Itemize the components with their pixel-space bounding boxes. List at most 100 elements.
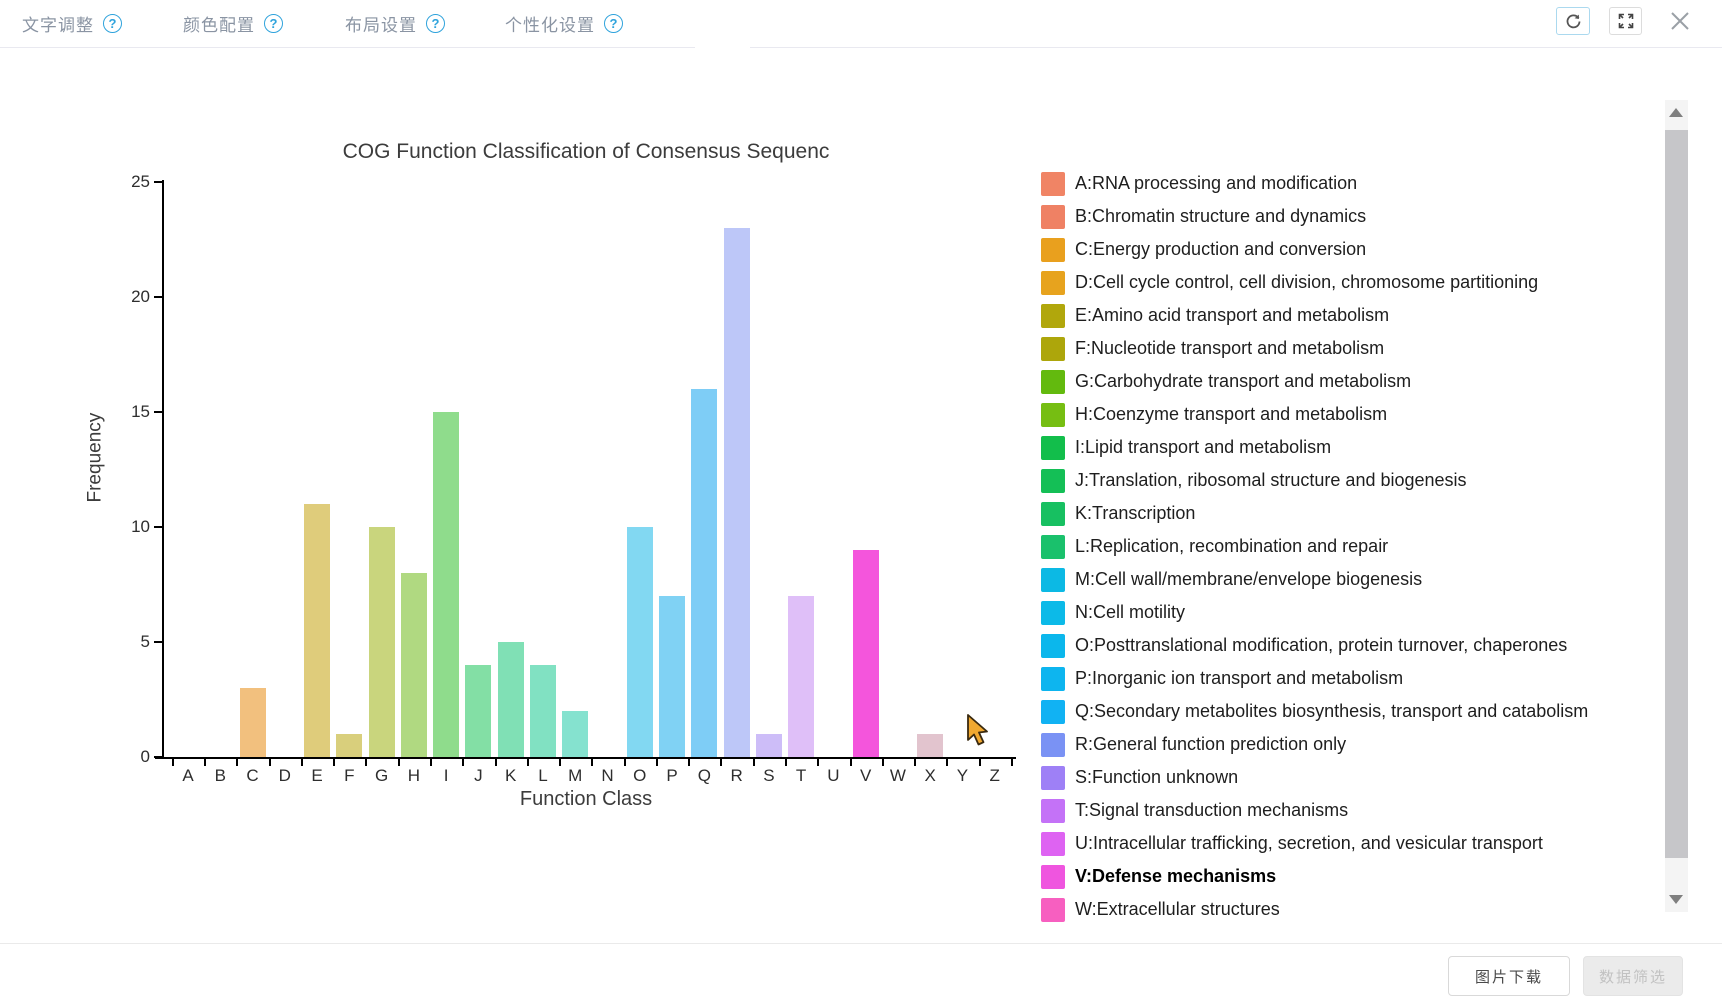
close-button[interactable]: [1666, 8, 1694, 34]
data-filter-button[interactable]: 数据筛选: [1583, 956, 1683, 996]
x-tick-label: T: [795, 766, 807, 785]
y-tick-mark: [154, 756, 162, 758]
bar-X[interactable]: [917, 734, 944, 757]
tab-color-config[interactable]: 颜色配置 ?: [183, 11, 283, 36]
close-icon: [1671, 12, 1689, 30]
x-tick-mark: [559, 759, 562, 766]
fullscreen-button[interactable]: [1609, 7, 1642, 35]
legend-item-O[interactable]: O:Posttranslational modification, protei…: [1041, 629, 1588, 662]
legend-item-L[interactable]: L:Replication, recombination and repair: [1041, 530, 1588, 563]
bar-R[interactable]: [723, 228, 750, 757]
bar-G[interactable]: [368, 527, 395, 757]
bar-H[interactable]: [400, 573, 427, 757]
legend-swatch-P: [1041, 666, 1065, 691]
download-image-button[interactable]: 图片下载: [1448, 956, 1570, 996]
legend-swatch-M: [1041, 567, 1065, 592]
bar-C[interactable]: [239, 688, 266, 757]
legend-label: W:Extracellular structures: [1075, 899, 1280, 919]
help-icon[interactable]: ?: [604, 14, 623, 33]
y-axis-label: Frequency: [84, 412, 106, 503]
legend-item-K[interactable]: K:Transcription: [1041, 497, 1588, 530]
x-tick-mark: [204, 759, 207, 766]
chart-legend: A:RNA processing and modification B:Chrom…: [1041, 167, 1588, 926]
bar-P[interactable]: [659, 596, 686, 757]
bar-F[interactable]: [336, 734, 363, 757]
legend-label: D:Cell cycle control, cell division, chr…: [1075, 272, 1539, 292]
legend-label: F:Nucleotide transport and metabolism: [1075, 338, 1385, 358]
x-tick-mark: [300, 759, 303, 766]
bar-I[interactable]: [433, 412, 460, 757]
legend-item-P[interactable]: P:Inorganic ion transport and metabolism: [1041, 662, 1588, 695]
bar-S[interactable]: [755, 734, 782, 757]
legend-item-H[interactable]: H:Coenzyme transport and metabolism: [1041, 398, 1588, 431]
legend-swatch-D: [1041, 270, 1065, 295]
scroll-down-icon[interactable]: [1669, 895, 1683, 904]
legend-item-U[interactable]: U:Intracellular trafficking, secretion, …: [1041, 827, 1588, 860]
bar-K[interactable]: [497, 642, 524, 757]
legend-item-R[interactable]: R:General function prediction only: [1041, 728, 1588, 761]
x-tick-mark: [397, 759, 400, 766]
legend-label: E:Amino acid transport and metabolism: [1075, 305, 1390, 325]
legend-item-B[interactable]: B:Chromatin structure and dynamics: [1041, 200, 1588, 233]
legend-item-J[interactable]: J:Translation, ribosomal structure and b…: [1041, 464, 1588, 497]
legend-item-W[interactable]: W:Extracellular structures: [1041, 893, 1588, 926]
x-tick-label: L: [538, 766, 548, 785]
footer-divider: [0, 943, 1722, 944]
help-icon[interactable]: ?: [426, 14, 445, 33]
legend-swatch-G: [1041, 369, 1065, 394]
refresh-button[interactable]: [1556, 7, 1590, 35]
y-tick-mark: [154, 641, 162, 643]
x-tick-mark: [236, 759, 239, 766]
y-tick-label: 25: [131, 172, 150, 191]
help-icon[interactable]: ?: [103, 14, 122, 33]
legend-item-M[interactable]: M:Cell wall/membrane/envelope biogenesis: [1041, 563, 1588, 596]
legend-item-I[interactable]: I:Lipid transport and metabolism: [1041, 431, 1588, 464]
bar-Q[interactable]: [691, 389, 718, 757]
legend-item-V[interactable]: V:Defense mechanisms: [1041, 860, 1588, 893]
bar-L[interactable]: [529, 665, 556, 757]
legend-label: J:Translation, ribosomal structure and b…: [1075, 470, 1467, 490]
legend-item-T[interactable]: T:Signal transduction mechanisms: [1041, 794, 1588, 827]
legend-label: C:Energy production and conversion: [1075, 239, 1367, 259]
legend-item-N[interactable]: N:Cell motility: [1041, 596, 1588, 629]
legend-label: L:Replication, recombination and repair: [1075, 536, 1389, 556]
x-tick-label: U: [827, 766, 840, 785]
tab-text-adjustment[interactable]: 文字调整 ?: [22, 11, 122, 36]
tab-label: 布局设置: [345, 16, 417, 35]
legend-swatch-C: [1041, 237, 1065, 262]
legend-scrollbar[interactable]: [1665, 100, 1688, 912]
legend-item-C[interactable]: C:Energy production and conversion: [1041, 233, 1588, 266]
legend-item-F[interactable]: F:Nucleotide transport and metabolism: [1041, 332, 1588, 365]
x-tick-label: H: [407, 766, 421, 785]
x-tick-mark: [881, 759, 884, 766]
legend-swatch-Q: [1041, 699, 1065, 724]
scrollbar-thumb[interactable]: [1665, 130, 1688, 858]
bar-O[interactable]: [626, 527, 653, 757]
legend-item-Q[interactable]: Q:Secondary metabolites biosynthesis, tr…: [1041, 695, 1588, 728]
legend-swatch-E: [1041, 303, 1065, 328]
x-tick-label: Z: [989, 766, 1000, 785]
x-tick-mark: [720, 759, 723, 766]
x-tick-mark: [752, 759, 755, 766]
bar-E[interactable]: [304, 504, 331, 757]
tab-layout-settings[interactable]: 布局设置 ?: [345, 11, 445, 36]
bar-V[interactable]: [852, 550, 879, 757]
legend-item-G[interactable]: G:Carbohydrate transport and metabolism: [1041, 365, 1588, 398]
tab-label: 颜色配置: [183, 16, 255, 35]
help-icon[interactable]: ?: [264, 14, 283, 33]
legend-item-E[interactable]: E:Amino acid transport and metabolism: [1041, 299, 1588, 332]
scroll-up-icon[interactable]: [1669, 108, 1683, 117]
x-tick-mark: [365, 759, 368, 766]
bar-J[interactable]: [465, 665, 492, 757]
y-tick-mark: [154, 181, 162, 183]
legend-item-S[interactable]: S:Function unknown: [1041, 761, 1588, 794]
legend-item-D[interactable]: D:Cell cycle control, cell division, chr…: [1041, 266, 1588, 299]
x-axis-line: [155, 757, 1016, 759]
y-tick-mark: [154, 411, 162, 413]
bar-M[interactable]: [562, 711, 589, 757]
tab-personalization[interactable]: 个性化设置 ?: [505, 11, 623, 36]
toolbar-border-gap: [695, 46, 750, 48]
x-tick-mark: [914, 759, 917, 766]
bar-T[interactable]: [788, 596, 815, 757]
legend-item-A[interactable]: A:RNA processing and modification: [1041, 167, 1588, 200]
